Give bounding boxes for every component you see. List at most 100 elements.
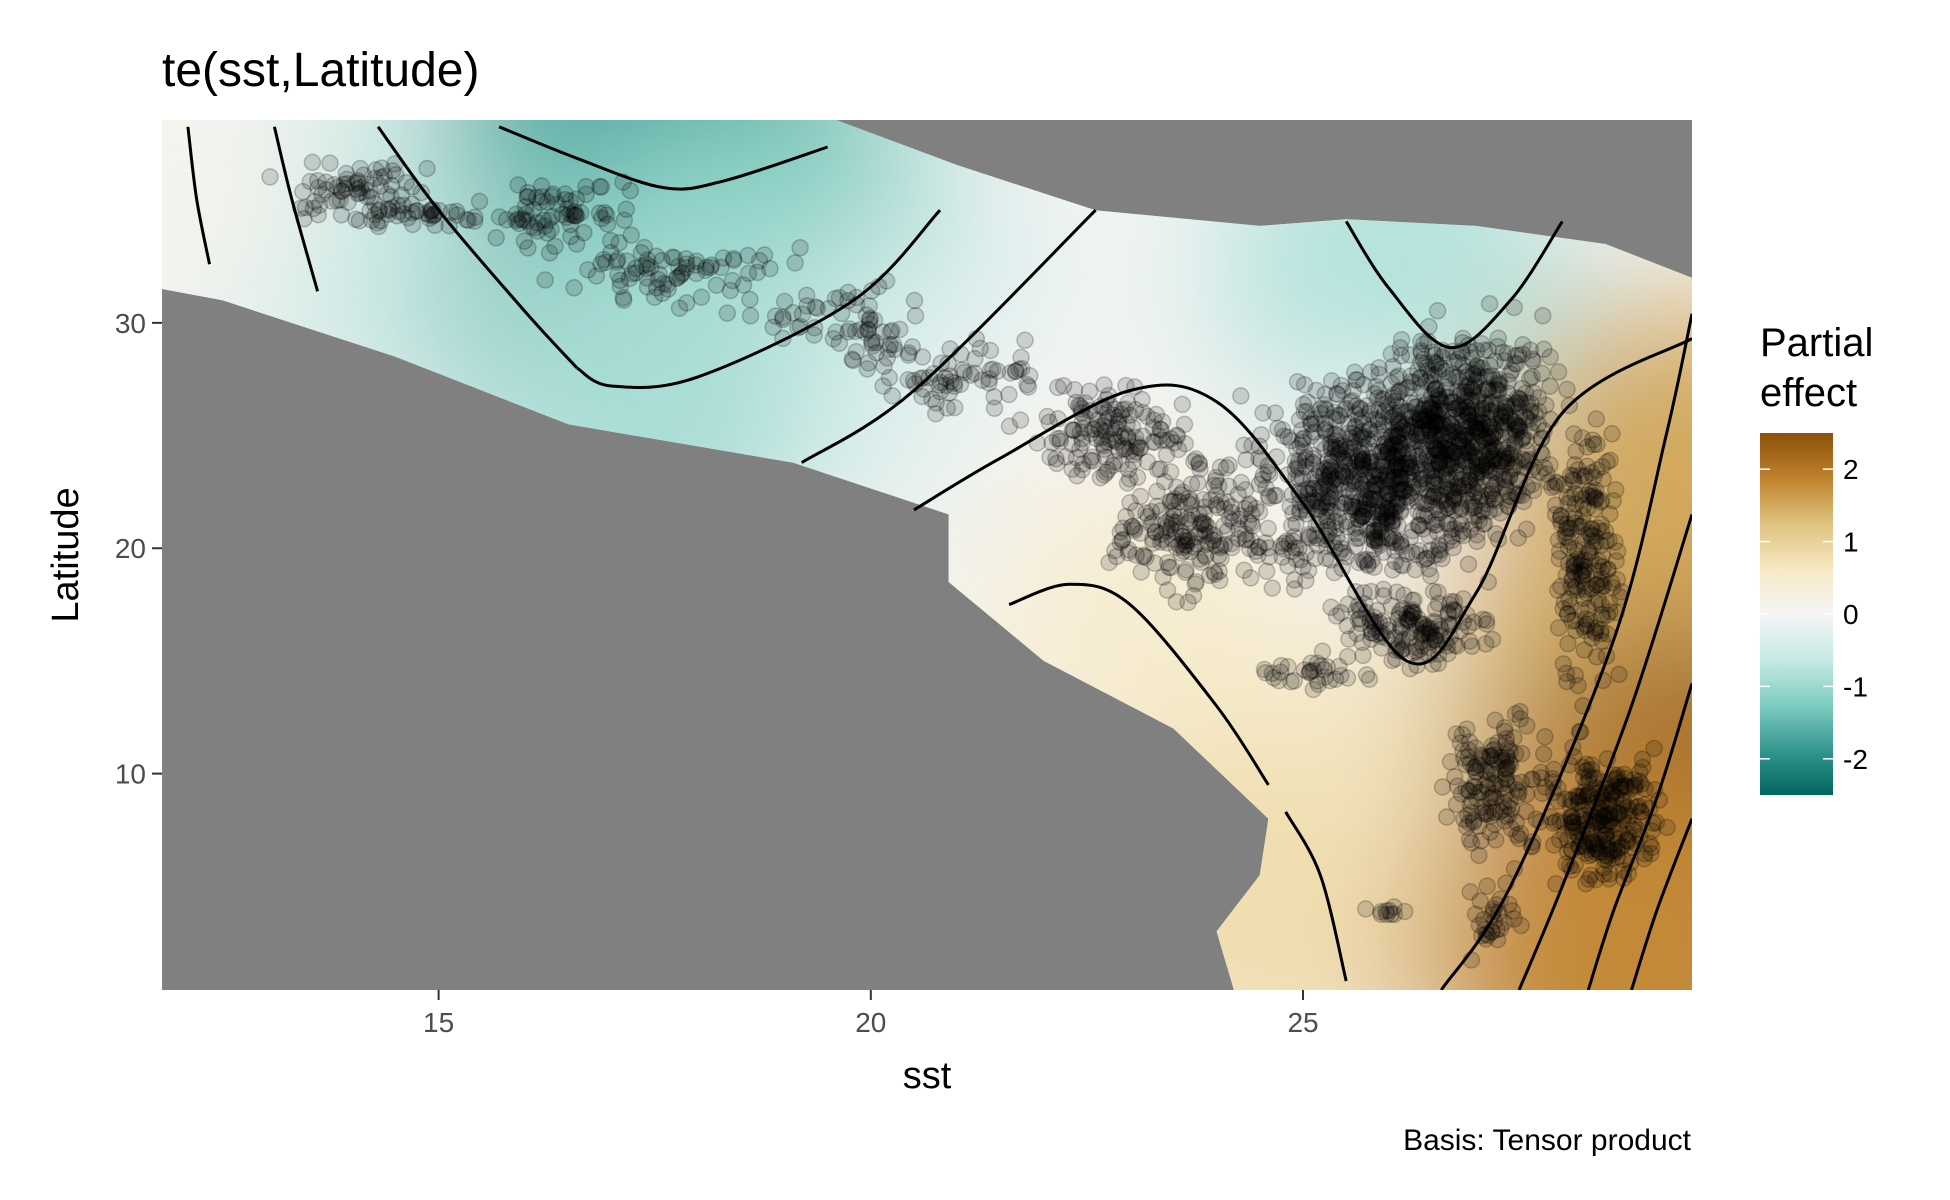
observation-point <box>1374 491 1393 510</box>
observation-point <box>1407 545 1426 564</box>
observation-point <box>1201 491 1220 510</box>
observation-point <box>1365 497 1383 516</box>
observation-point <box>1362 490 1380 508</box>
observation-point <box>1047 450 1065 468</box>
observation-point <box>1408 493 1427 511</box>
observation-point <box>1343 391 1361 410</box>
observation-point <box>1311 497 1330 516</box>
observation-point <box>420 206 438 224</box>
observation-point <box>1393 447 1411 465</box>
observation-point <box>1357 666 1376 684</box>
observation-point <box>1067 393 1085 412</box>
observation-point <box>1367 475 1385 494</box>
observation-point <box>1219 477 1238 496</box>
observation-point <box>1217 459 1236 477</box>
observation-point <box>567 235 586 253</box>
observation-point <box>1326 512 1344 531</box>
observation-point <box>1325 563 1344 582</box>
observation-point <box>1454 464 1473 483</box>
observation-point <box>1603 425 1621 443</box>
observation-point <box>1370 359 1388 377</box>
observation-point <box>1095 376 1113 394</box>
observation-point <box>1038 407 1057 426</box>
observation-point <box>514 211 533 229</box>
observation-point <box>1095 437 1113 455</box>
observation-point <box>1342 429 1360 447</box>
observation-point <box>1318 458 1337 477</box>
observation-point <box>1340 482 1358 500</box>
observation-point <box>677 250 695 268</box>
observation-point <box>881 335 899 354</box>
observation-point <box>638 259 657 278</box>
observation-point <box>1191 515 1210 533</box>
observation-point <box>339 193 357 211</box>
observation-point <box>1352 429 1371 447</box>
observation-point <box>1314 465 1333 484</box>
observation-point <box>1424 487 1443 506</box>
observation-point <box>1541 348 1559 366</box>
observation-point <box>1211 458 1230 476</box>
observation-point <box>1486 463 1504 481</box>
observation-point <box>1397 459 1415 477</box>
observation-point <box>470 192 489 211</box>
observation-point <box>1164 513 1182 531</box>
observation-point <box>1422 466 1441 485</box>
observation-point <box>597 206 616 224</box>
observation-point <box>1006 362 1025 381</box>
observation-point <box>1362 468 1380 486</box>
observation-point <box>1345 363 1364 382</box>
observation-point <box>1341 449 1359 467</box>
observation-point <box>1210 571 1229 590</box>
observation-point <box>1392 436 1411 454</box>
observation-point <box>1165 434 1183 452</box>
observation-point <box>1494 343 1512 362</box>
observation-point <box>1347 519 1365 537</box>
observation-point <box>1067 449 1086 467</box>
observation-point <box>1411 516 1429 535</box>
observation-point <box>1354 506 1372 525</box>
observation-point <box>1093 435 1112 453</box>
observation-point <box>1337 547 1356 566</box>
observation-point <box>1594 577 1613 595</box>
observation-point <box>1171 508 1190 526</box>
observation-point <box>761 259 779 278</box>
observation-point <box>1353 480 1371 498</box>
observation-point <box>1187 572 1205 591</box>
observation-point <box>1374 416 1393 434</box>
observation-point <box>1430 540 1448 558</box>
observation-point <box>1076 394 1095 412</box>
observation-point <box>1407 425 1426 443</box>
observation-point <box>635 238 654 257</box>
observation-point <box>1442 497 1461 516</box>
observation-point <box>1391 474 1410 493</box>
observation-point <box>1361 449 1379 468</box>
observation-point <box>1370 536 1389 555</box>
observation-point <box>1372 523 1390 542</box>
observation-point <box>1406 394 1424 413</box>
observation-point <box>1317 537 1336 556</box>
observation-point <box>1394 419 1412 437</box>
observation-point <box>1307 515 1326 534</box>
observation-point <box>394 196 413 215</box>
observation-point <box>1316 400 1334 418</box>
observation-point <box>1395 902 1414 921</box>
observation-point <box>380 201 398 219</box>
observation-point <box>1383 413 1401 431</box>
observation-point <box>955 363 974 382</box>
observation-point <box>638 251 657 269</box>
observation-point <box>1175 542 1193 560</box>
observation-point <box>1126 401 1145 419</box>
observation-point <box>1081 451 1100 470</box>
observation-point <box>1428 302 1447 320</box>
observation-point <box>741 290 759 309</box>
observation-point <box>1232 473 1251 492</box>
observation-point <box>1297 544 1315 563</box>
observation-point <box>1380 529 1399 548</box>
observation-point <box>941 367 959 385</box>
observation-point <box>1327 432 1345 450</box>
observation-point <box>417 204 436 223</box>
observation-point <box>1290 410 1309 429</box>
observation-point <box>1449 429 1468 447</box>
observation-point <box>1073 411 1092 430</box>
observation-point <box>1353 451 1372 470</box>
